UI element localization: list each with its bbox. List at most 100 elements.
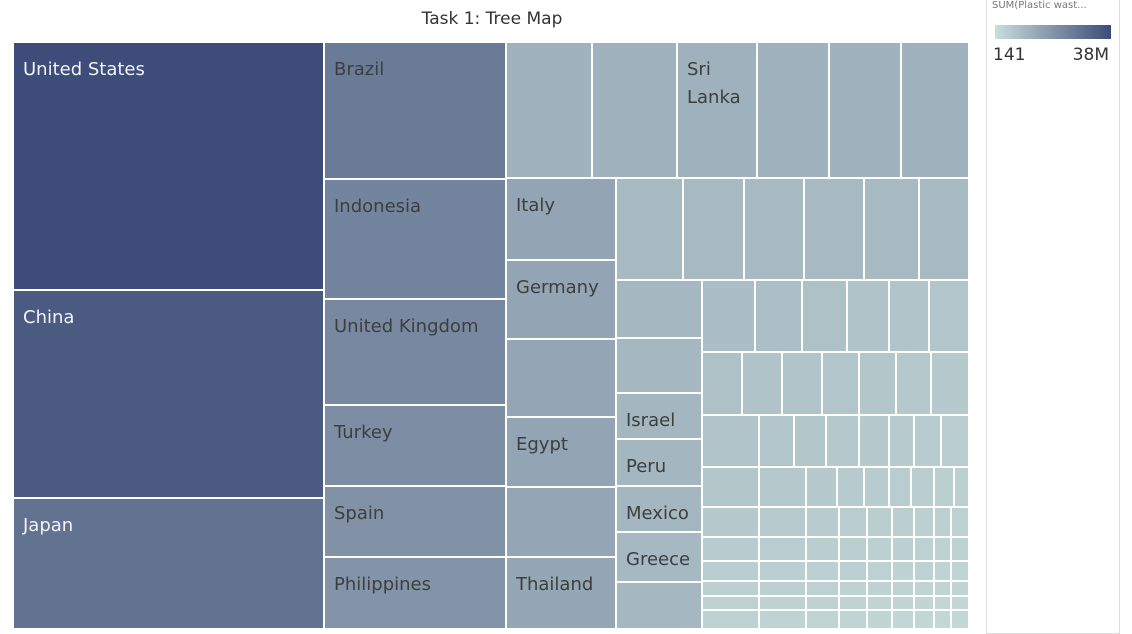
tile-philippines[interactable]: Philippines (325, 558, 507, 630)
tile-unlabeled[interactable] (920, 179, 970, 281)
tile-unlabeled[interactable] (935, 538, 952, 562)
tile-unlabeled[interactable] (507, 340, 617, 418)
tile-unlabeled[interactable] (915, 538, 935, 562)
tile-indonesia[interactable]: Indonesia (325, 180, 507, 300)
tile-unlabeled[interactable] (830, 43, 902, 179)
tile-unlabeled[interactable] (935, 562, 952, 582)
tile-china[interactable]: China (14, 291, 325, 499)
tile-unlabeled[interactable] (760, 538, 807, 562)
tile-sri-lanka[interactable]: Sri Lanka (678, 43, 758, 179)
tile-unlabeled[interactable] (684, 179, 745, 281)
tile-israel[interactable]: Israel (617, 394, 703, 440)
tile-unlabeled[interactable] (952, 538, 970, 562)
tile-unlabeled[interactable] (807, 538, 840, 562)
tile-japan[interactable]: Japan (14, 499, 325, 630)
tile-unlabeled[interactable] (942, 416, 970, 468)
tile-united-kingdom[interactable]: United Kingdom (325, 300, 507, 406)
tile-unlabeled[interactable] (743, 353, 783, 416)
tile-unlabeled[interactable] (807, 597, 840, 611)
tile-unlabeled[interactable] (760, 582, 807, 597)
tile-unlabeled[interactable] (617, 583, 703, 630)
tile-unlabeled[interactable] (912, 468, 935, 508)
tile-unlabeled[interactable] (848, 281, 890, 353)
tile-unlabeled[interactable] (893, 508, 915, 538)
tile-unlabeled[interactable] (955, 468, 970, 508)
tile-unlabeled[interactable] (930, 281, 970, 353)
tile-unlabeled[interactable] (838, 468, 865, 508)
tile-unlabeled[interactable] (935, 468, 955, 508)
tile-unlabeled[interactable] (915, 562, 935, 582)
tile-brazil[interactable]: Brazil (325, 43, 507, 180)
tile-unlabeled[interactable] (795, 416, 827, 468)
tile-unlabeled[interactable] (840, 611, 868, 630)
tile-unlabeled[interactable] (840, 582, 868, 597)
tile-unlabeled[interactable] (902, 43, 970, 179)
tile-egypt[interactable]: Egypt (507, 418, 617, 488)
tile-unlabeled[interactable] (865, 179, 920, 281)
tile-unlabeled[interactable] (703, 597, 760, 611)
tile-unlabeled[interactable] (935, 611, 952, 630)
tile-unlabeled[interactable] (840, 597, 868, 611)
tile-unlabeled[interactable] (760, 562, 807, 582)
tile-unlabeled[interactable] (868, 611, 893, 630)
tile-unlabeled[interactable] (507, 488, 617, 558)
tile-unlabeled[interactable] (617, 339, 703, 394)
tile-turkey[interactable]: Turkey (325, 406, 507, 487)
tile-spain[interactable]: Spain (325, 487, 507, 558)
tile-unlabeled[interactable] (617, 179, 684, 281)
tile-unlabeled[interactable] (760, 416, 795, 468)
tile-unlabeled[interactable] (703, 508, 760, 538)
tile-unlabeled[interactable] (823, 353, 860, 416)
tile-unlabeled[interactable] (807, 468, 838, 508)
tile-unlabeled[interactable] (915, 597, 935, 611)
tile-unlabeled[interactable] (868, 562, 893, 582)
tile-unlabeled[interactable] (865, 468, 890, 508)
tile-unlabeled[interactable] (745, 179, 805, 281)
tile-unlabeled[interactable] (703, 353, 743, 416)
tile-unlabeled[interactable] (703, 562, 760, 582)
tile-unlabeled[interactable] (617, 281, 703, 339)
tile-unlabeled[interactable] (897, 353, 932, 416)
tile-unlabeled[interactable] (807, 562, 840, 582)
tile-unlabeled[interactable] (952, 582, 970, 597)
tile-unlabeled[interactable] (840, 508, 868, 538)
tile-unlabeled[interactable] (783, 353, 823, 416)
tile-unlabeled[interactable] (893, 597, 915, 611)
tile-unlabeled[interactable] (893, 582, 915, 597)
tile-unlabeled[interactable] (703, 582, 760, 597)
tile-unlabeled[interactable] (703, 416, 760, 468)
tile-unlabeled[interactable] (703, 468, 760, 508)
tile-italy[interactable]: Italy (507, 179, 617, 261)
tile-unlabeled[interactable] (840, 562, 868, 582)
tile-unlabeled[interactable] (935, 597, 952, 611)
tile-germany[interactable]: Germany (507, 261, 617, 340)
tile-unlabeled[interactable] (932, 353, 970, 416)
tile-unlabeled[interactable] (935, 582, 952, 597)
tile-united-states[interactable]: United States (14, 43, 325, 291)
tile-unlabeled[interactable] (805, 179, 865, 281)
tile-unlabeled[interactable] (760, 597, 807, 611)
tile-unlabeled[interactable] (893, 611, 915, 630)
tile-mexico[interactable]: Mexico (617, 487, 703, 533)
tile-unlabeled[interactable] (807, 582, 840, 597)
tile-unlabeled[interactable] (760, 468, 807, 508)
tile-unlabeled[interactable] (760, 611, 807, 630)
tile-unlabeled[interactable] (840, 538, 868, 562)
tile-unlabeled[interactable] (827, 416, 860, 468)
tile-unlabeled[interactable] (868, 538, 893, 562)
tile-unlabeled[interactable] (868, 582, 893, 597)
tile-unlabeled[interactable] (860, 353, 897, 416)
tile-unlabeled[interactable] (893, 562, 915, 582)
tile-unlabeled[interactable] (703, 611, 760, 630)
tile-unlabeled[interactable] (952, 508, 970, 538)
tile-peru[interactable]: Peru (617, 440, 703, 487)
tile-unlabeled[interactable] (890, 468, 912, 508)
tile-unlabeled[interactable] (952, 597, 970, 611)
tile-unlabeled[interactable] (803, 281, 848, 353)
tile-unlabeled[interactable] (703, 538, 760, 562)
tile-unlabeled[interactable] (807, 508, 840, 538)
tile-greece[interactable]: Greece (617, 533, 703, 583)
tile-unlabeled[interactable] (890, 281, 930, 353)
tile-unlabeled[interactable] (760, 508, 807, 538)
tile-unlabeled[interactable] (807, 611, 840, 630)
